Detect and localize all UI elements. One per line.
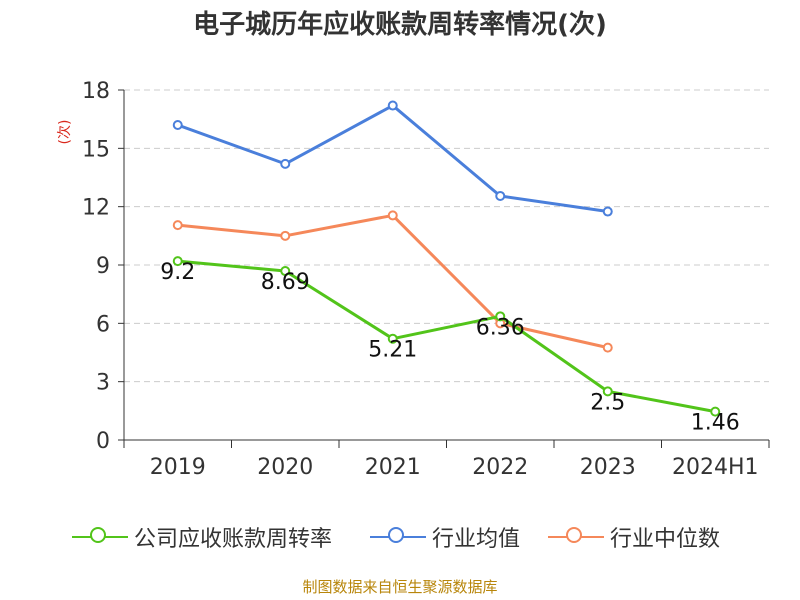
legend-label-company: 公司应收账款周转率 <box>134 527 333 552</box>
data-source-note: 制图数据来自恒生聚源数据库 <box>302 578 498 596</box>
x-tick-label: 2021 <box>365 455 421 480</box>
series-line-1 <box>177 104 608 214</box>
legend-swatch-company <box>72 519 128 555</box>
series-line-0 <box>177 259 716 414</box>
data-label: 5.21 <box>368 338 417 363</box>
data-point-1 <box>387 100 398 111</box>
y-tick-label: 0 <box>96 429 110 454</box>
legend-item-industry-avg[interactable]: 行业均值 <box>370 519 520 555</box>
y-tick-label: 15 <box>82 137 110 162</box>
data-point-1 <box>602 206 613 217</box>
chart-title: 电子城历年应收账款周转率情况(次) <box>193 10 607 40</box>
legend-item-company[interactable]: 公司应收账款周转率 <box>72 519 332 555</box>
series-line-2 <box>177 213 609 350</box>
data-point-1 <box>172 120 183 130</box>
x-tick-label: 2020 <box>257 455 313 480</box>
legend-swatch-industry-avg <box>370 519 426 555</box>
data-point-2 <box>280 230 291 241</box>
data-label: 1.46 <box>691 411 740 436</box>
data-point-2 <box>602 342 613 353</box>
y-tick-label: 6 <box>96 312 110 337</box>
data-point-0 <box>495 311 506 322</box>
legend-label-industry-median: 行业中位数 <box>610 527 721 552</box>
data-label: 8.69 <box>261 270 310 295</box>
data-point-0 <box>602 386 613 397</box>
data-point-0 <box>172 256 183 267</box>
y-tick-label: 12 <box>82 196 110 221</box>
legend-item-industry-median[interactable]: 行业中位数 <box>548 519 720 555</box>
data-point-0 <box>280 266 291 277</box>
data-point-1 <box>280 158 291 169</box>
chart-legend: 公司应收账款周转率 行业均值 行业中位数 <box>0 519 800 555</box>
data-label: 9.2 <box>160 260 195 285</box>
legend-label-industry-avg: 行业均值 <box>432 527 521 552</box>
data-label: 6.36 <box>476 315 525 340</box>
x-tick-label: 2019 <box>150 455 206 480</box>
data-label: 2.5 <box>590 390 625 415</box>
data-point-0 <box>387 333 398 344</box>
data-point-2 <box>387 210 398 221</box>
x-tick-label: 2024H1 <box>672 455 759 480</box>
x-tick-label: 2023 <box>580 455 636 480</box>
data-point-0 <box>710 406 721 417</box>
legend-swatch-industry-median <box>548 519 604 555</box>
y-tick-label: 18 <box>82 79 110 104</box>
y-tick-label: 9 <box>96 254 110 279</box>
x-tick-label: 2022 <box>472 455 528 480</box>
data-point-1 <box>495 190 506 201</box>
data-point-2 <box>172 220 183 231</box>
y-tick-label: 3 <box>96 371 110 396</box>
